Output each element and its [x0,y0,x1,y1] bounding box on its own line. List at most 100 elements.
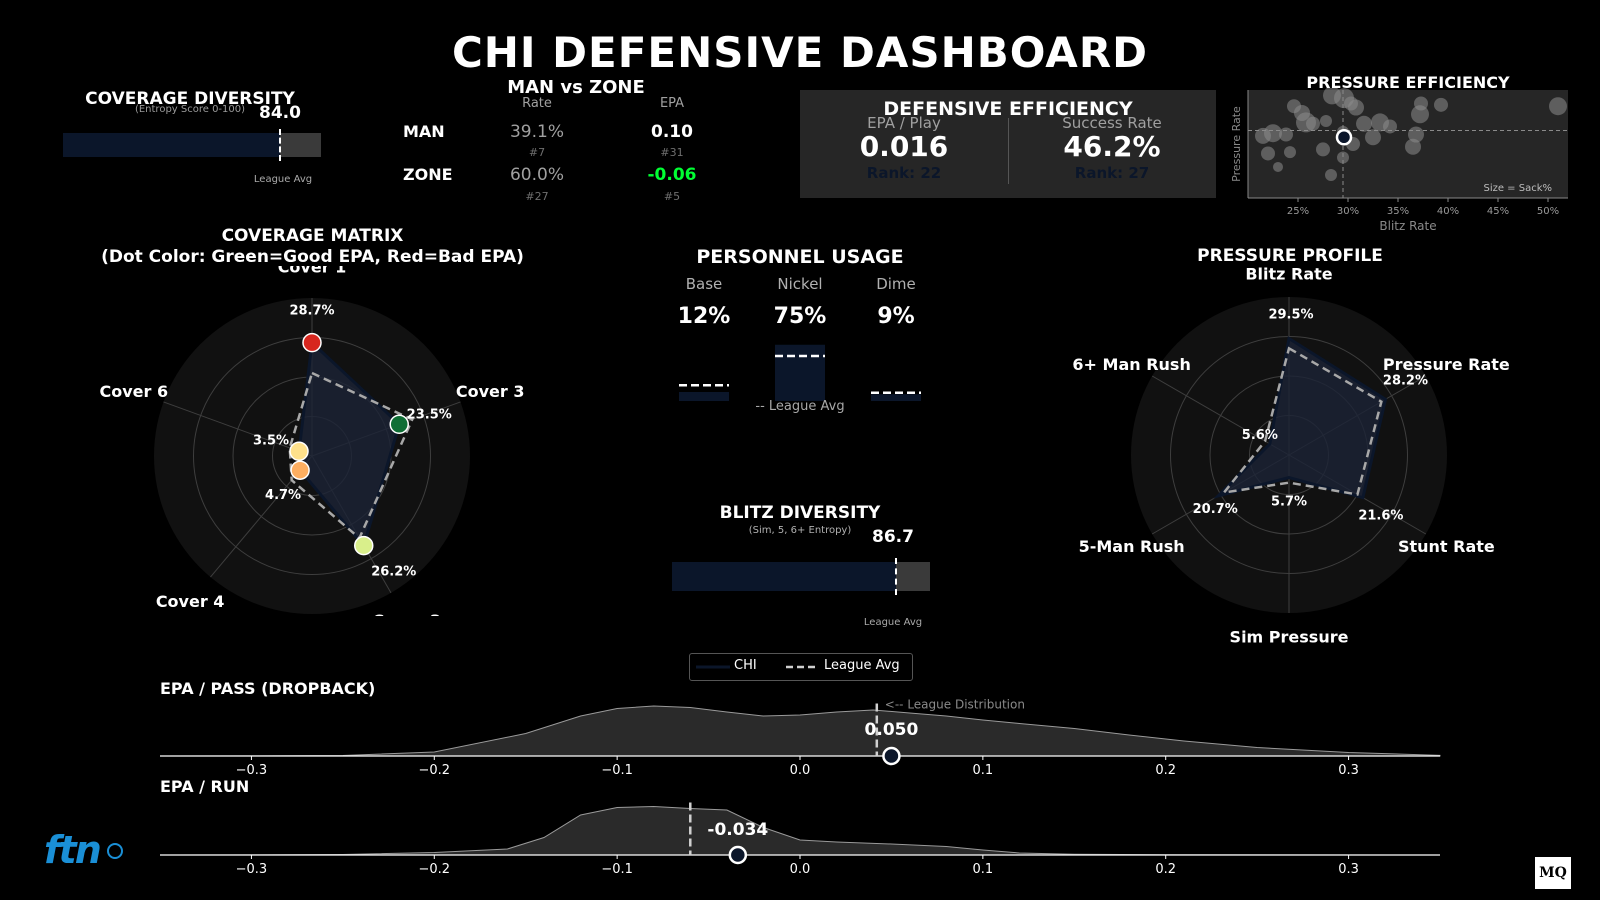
epa-pass-xtick-label-2: −0.1 [601,763,633,778]
epa-pass-xtick-label-4: 0.1 [973,763,994,778]
radar-dot-2 [353,535,374,556]
epa-pass-note: <-- League Distribution [885,698,1025,712]
radar-axis-label-0: Cover 1 [278,266,347,276]
scatter-point-25 [1408,126,1424,143]
radar-value-label-2: 21.6% [1358,509,1403,524]
epa-distributions: −0.3 −0.2 −0.1 0.0 0.1 0.2 0.3 0.050 <-- League … [159,698,1441,877]
coverage-matrix-radar: Cover 1 Cover 3 Cover 2 Cover 4 Cover 6 28.7%… [100,266,525,616]
legend-team-swatch [696,665,730,669]
epa-run-xtick-label-2: −0.1 [601,862,633,877]
pressure-efficiency-ylabel: Pressure Rate [1230,106,1243,182]
personnel-value-1: 75% [774,304,827,329]
radar-dot-3 [290,460,310,480]
epa-run-xtick-label-4: 0.1 [973,862,994,877]
blitz-diversity-marker-label: League Avg [863,617,923,628]
personnel-label-2: Dime [876,275,916,293]
radar-dot-0 [302,332,322,353]
scatter-point-27 [1414,96,1428,111]
man-zone-title: MAN vs ZONE [507,77,645,98]
blitz-diversity-value: 86.7 [872,527,914,547]
epa-pass-xtick-label-5: 0.2 [1155,763,1176,778]
coverage-diversity-bar-fill [63,133,280,157]
radar-team-polygon [1213,336,1388,500]
man-epa-rank: #31 [660,146,684,159]
scatter-xtick-label-4: 45% [1487,206,1509,217]
defensive-efficiency-divider [1008,118,1009,184]
radar-league-polygon [288,371,414,541]
scatter-point-15 [1383,119,1397,134]
ftn-logo: ftn [44,828,102,872]
epa-pass-team-marker [882,746,901,766]
radar-value-label-4: 20.7% [1193,502,1238,517]
scatter-point-1 [1264,124,1282,143]
radar-axis-label-2: Stunt Rate [1398,537,1495,556]
coverage-matrix-title: COVERAGE MATRIX [221,226,404,246]
radar-axis-label-1: Cover 3 [456,382,525,401]
scatter-point-23 [1325,169,1337,182]
man-zone-epa-header: EPA [659,96,685,111]
blitz-diversity-bar [672,558,930,595]
pressure-efficiency-size-note: Size = Sack% [1483,183,1552,194]
epa-run-xtick-label-3: 0.0 [790,862,811,877]
epa-run-xtick-label-1: −0.2 [418,862,450,877]
epa-pass-density [159,705,1441,757]
epa-per-play-value: 0.016 [859,130,949,163]
coverage-diversity-value: 84.0 [259,103,301,123]
scatter-point-7 [1320,115,1332,128]
personnel-value-0: 12% [678,304,731,329]
pressure-efficiency-title: PRESSURE EFFICIENCY [1306,73,1510,92]
ftn-logo-mark-icon [107,843,123,859]
scatter-point-13 [1356,115,1372,132]
zone-epa: -0.06 [647,165,697,185]
zone-rate: 60.0% [509,165,564,185]
personnel-bar-1 [775,344,825,401]
blitz-diversity-subtitle: (Sim, 5, 6+ Entropy) [748,525,852,536]
scatter-xtick-label-1: 30% [1337,206,1359,217]
epa-pass-team-value: 0.050 [865,720,919,740]
man-epa: 0.10 [651,122,693,142]
success-rate-value: 46.2% [1063,130,1161,163]
man-rate: 39.1% [509,122,564,142]
pressure-efficiency-scatter: 25% 30% 35% 40% 45% 50% Blitz Rate Pressure R… [1230,88,1568,233]
blitz-diversity-league-marker [894,558,897,595]
defensive-efficiency-title: DEFENSIVE EFFICIENCY [883,98,1133,120]
success-rate-rank: Rank: 27 [1074,164,1150,182]
scatter-xtick-label-5: 50% [1537,206,1559,217]
radar-value-label-5: 5.6% [1242,428,1278,443]
radar-dot-4 [289,441,309,462]
epa-run-density [159,805,1441,856]
scatter-point-21 [1261,146,1275,161]
personnel-bar-2 [871,394,921,401]
coverage-diversity-subtitle: (Entropy Score 0-100) [134,104,246,115]
scatter-point-26 [1411,105,1429,124]
radar-axis-label-0: Blitz Rate [1245,264,1332,283]
scatter-team-point [1335,129,1353,146]
radar-team-polygon [297,339,401,549]
scatter-point-11 [1348,99,1364,116]
zone-label: ZONE [403,165,453,184]
pressure-efficiency-xlabel: Blitz Rate [1379,219,1436,233]
dashboard-title: CHI DEFENSIVE DASHBOARD [451,28,1149,77]
scatter-point-19 [1337,151,1349,164]
scatter-point-29 [1549,97,1567,116]
coverage-diversity-league-marker [278,129,281,161]
scatter-point-24 [1405,138,1421,155]
personnel-usage-chart: Base 12% Nickel 75% Dime 9% -- League Avg [678,275,921,414]
success-rate-label: Success Rate [1062,114,1162,132]
legend-team-label: CHI [734,658,757,673]
radar-dot-1 [389,414,409,435]
radar-league-polygon [1221,346,1383,496]
scatter-point-2 [1279,127,1293,142]
man-zone-rate-header: Rate [522,96,552,111]
blitz-diversity-bar-fill [672,562,896,591]
personnel-usage-title: PERSONNEL USAGE [696,246,904,268]
radar-axis-label-1: Pressure Rate [1383,355,1510,374]
radar-axis-label-4: 5-Man Rush [1079,537,1185,556]
radar-value-label-0: 29.5% [1268,307,1313,322]
radar-value-label-4: 3.5% [253,433,289,448]
radar-axis-label-5: 6+ Man Rush [1072,355,1190,374]
defensive-efficiency-panel: DEFENSIVE EFFICIENCY EPA / Play 0.016 Ra… [800,90,1216,198]
personnel-league-note: -- League Avg [755,399,844,414]
scatter-point-16 [1365,129,1381,146]
radar-axis-label-2: Cover 2 [372,611,441,616]
